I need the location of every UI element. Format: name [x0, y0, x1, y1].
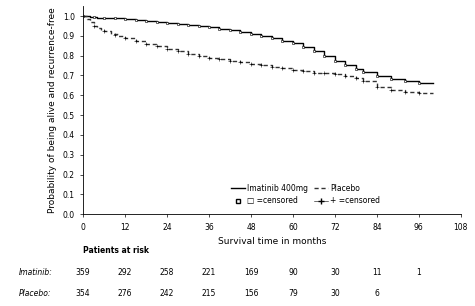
Point — [121, 36, 129, 41]
Point — [111, 16, 118, 21]
Point — [132, 38, 139, 43]
Point — [359, 79, 367, 84]
Text: 242: 242 — [160, 289, 174, 298]
Point — [300, 69, 307, 73]
Point — [216, 26, 223, 31]
Point — [373, 85, 380, 90]
Point — [226, 58, 234, 63]
Point — [79, 13, 87, 18]
Point — [415, 81, 423, 86]
Point — [100, 16, 108, 21]
Point — [121, 17, 129, 21]
Y-axis label: Probability of being alive and recurrence-free: Probability of being alive and recurrenc… — [48, 7, 57, 213]
Point — [163, 46, 171, 51]
Point — [195, 24, 202, 28]
Point — [352, 76, 360, 81]
Text: 221: 221 — [202, 268, 216, 277]
X-axis label: Survival time in months: Survival time in months — [218, 237, 326, 246]
Point — [415, 91, 423, 96]
Point — [310, 70, 318, 75]
Point — [153, 19, 161, 24]
Text: Patients at risk: Patients at risk — [83, 246, 149, 255]
Text: 359: 359 — [76, 268, 90, 277]
Point — [247, 61, 255, 66]
Point — [90, 15, 97, 20]
Point — [111, 32, 118, 37]
Legend: Imatinib 400mg, □ =censored, Placebo, + =censored: Imatinib 400mg, □ =censored, Placebo, + … — [230, 183, 381, 206]
Text: 6: 6 — [374, 289, 379, 298]
Point — [401, 79, 408, 84]
Point — [300, 44, 307, 49]
Text: 90: 90 — [288, 268, 298, 277]
Point — [373, 74, 380, 79]
Point — [100, 29, 108, 34]
Text: 1: 1 — [417, 268, 421, 277]
Point — [359, 69, 367, 74]
Point — [174, 21, 181, 26]
Point — [174, 49, 181, 54]
Point — [132, 17, 139, 22]
Point — [257, 33, 265, 38]
Text: 156: 156 — [244, 289, 258, 298]
Point — [205, 25, 213, 30]
Point — [142, 18, 150, 23]
Point — [184, 51, 192, 56]
Text: 11: 11 — [372, 268, 381, 277]
Point — [195, 53, 202, 58]
Point — [184, 23, 192, 28]
Text: 292: 292 — [118, 268, 132, 277]
Point — [387, 88, 395, 93]
Point — [321, 71, 328, 76]
Text: 30: 30 — [330, 268, 340, 277]
Point — [342, 74, 349, 79]
Point — [247, 32, 255, 36]
Point — [163, 21, 171, 25]
Point — [237, 29, 244, 34]
Point — [142, 41, 150, 46]
Point — [289, 67, 297, 72]
Text: Placebo:: Placebo: — [19, 289, 51, 298]
Point — [237, 60, 244, 65]
Point — [79, 13, 87, 18]
Text: 79: 79 — [288, 289, 298, 298]
Point — [279, 65, 286, 70]
Point — [289, 41, 297, 46]
Point — [268, 36, 276, 41]
Point — [321, 53, 328, 58]
Text: Imatinib:: Imatinib: — [19, 268, 53, 277]
Text: 215: 215 — [202, 289, 216, 298]
Text: 354: 354 — [76, 289, 90, 298]
Point — [331, 58, 339, 63]
Point — [279, 38, 286, 43]
Point — [401, 90, 408, 95]
Text: 258: 258 — [160, 268, 174, 277]
Text: 30: 30 — [330, 289, 340, 298]
Point — [342, 62, 349, 67]
Point — [90, 23, 97, 28]
Point — [257, 63, 265, 68]
Point — [216, 57, 223, 62]
Point — [153, 44, 161, 49]
Point — [226, 28, 234, 32]
Text: 169: 169 — [244, 268, 258, 277]
Point — [310, 48, 318, 53]
Point — [352, 66, 360, 71]
Point — [268, 64, 276, 69]
Point — [205, 55, 213, 60]
Point — [387, 77, 395, 82]
Point — [331, 72, 339, 77]
Text: 276: 276 — [118, 289, 133, 298]
